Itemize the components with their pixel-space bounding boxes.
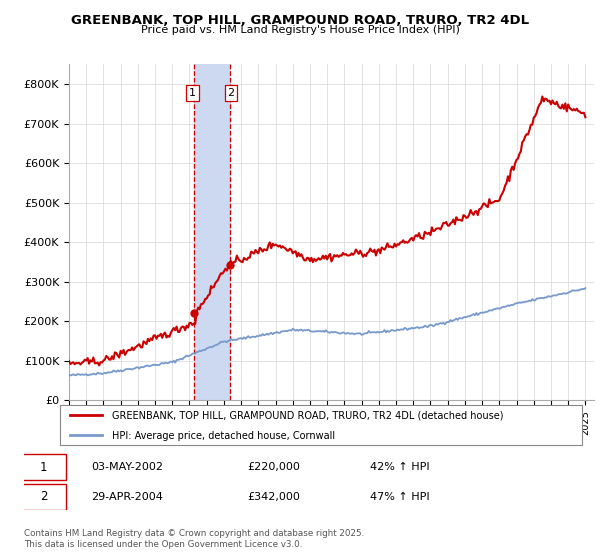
- FancyBboxPatch shape: [21, 454, 66, 480]
- Text: £220,000: £220,000: [247, 462, 300, 472]
- FancyBboxPatch shape: [60, 405, 582, 445]
- Text: 47% ↑ HPI: 47% ↑ HPI: [370, 492, 430, 502]
- Text: 1: 1: [189, 88, 196, 98]
- Text: 2: 2: [227, 88, 235, 98]
- Text: 2: 2: [40, 490, 47, 503]
- FancyBboxPatch shape: [21, 484, 66, 510]
- Text: 1: 1: [40, 461, 47, 474]
- Text: Price paid vs. HM Land Registry's House Price Index (HPI): Price paid vs. HM Land Registry's House …: [140, 25, 460, 35]
- Text: 42% ↑ HPI: 42% ↑ HPI: [370, 462, 430, 472]
- Text: GREENBANK, TOP HILL, GRAMPOUND ROAD, TRURO, TR2 4DL (detached house): GREENBANK, TOP HILL, GRAMPOUND ROAD, TRU…: [112, 411, 504, 421]
- Text: HPI: Average price, detached house, Cornwall: HPI: Average price, detached house, Corn…: [112, 431, 335, 441]
- Text: Contains HM Land Registry data © Crown copyright and database right 2025.
This d: Contains HM Land Registry data © Crown c…: [24, 529, 364, 549]
- Text: £342,000: £342,000: [247, 492, 300, 502]
- Text: 03-MAY-2002: 03-MAY-2002: [91, 462, 163, 472]
- Bar: [194, 64, 230, 400]
- Text: GREENBANK, TOP HILL, GRAMPOUND ROAD, TRURO, TR2 4DL: GREENBANK, TOP HILL, GRAMPOUND ROAD, TRU…: [71, 14, 529, 27]
- Text: 29-APR-2004: 29-APR-2004: [91, 492, 163, 502]
